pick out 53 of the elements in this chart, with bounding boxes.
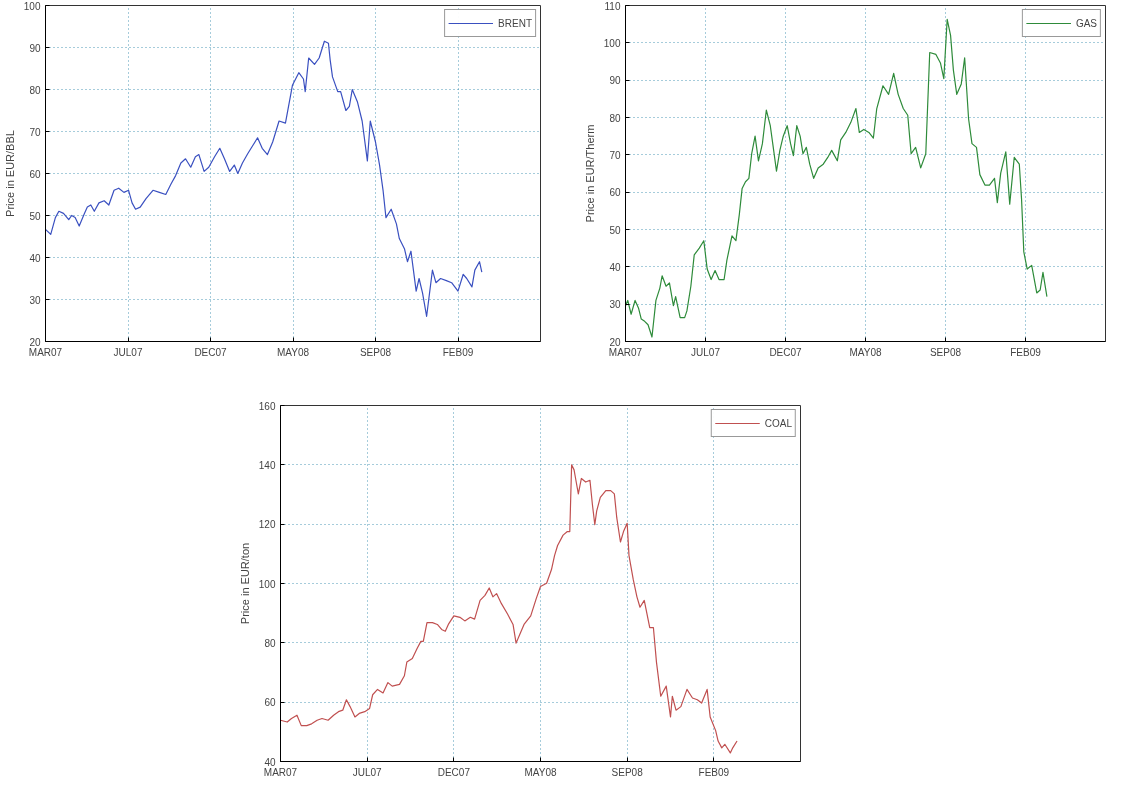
x-tick-label: SEP08 [611,766,644,778]
y-axis-title: Price in EUR/ton [238,542,251,625]
y-tick-label: 70 [29,126,41,138]
legend-label: GAS [1075,17,1097,29]
x-tick-label: JUL07 [113,346,143,358]
x-tick-label: FEB09 [1010,346,1042,358]
y-tick-label: 100 [603,37,621,49]
x-tick-label: MAY08 [276,346,310,358]
x-tick-label: MAY08 [524,766,557,778]
x-tick-label: JUL07 [352,766,383,778]
y-tick-label: 140 [258,459,276,471]
y-axis-title: Price in EUR/BBL [3,130,16,217]
x-tick-label: SEP08 [929,346,962,358]
y-tick-label: 80 [609,112,621,124]
y-tick-label: 110 [604,0,621,12]
x-tick-label: JUL07 [691,346,721,358]
x-tick-label: DEC07 [437,766,471,778]
legend-label: BRENT [498,17,532,29]
x-tick-label: DEC07 [769,346,803,358]
x-tick-label: MAR07 [608,346,643,358]
y-tick-label: 60 [29,168,41,180]
y-tick-label: 40 [609,261,621,273]
y-tick-label: 90 [609,75,621,87]
y-tick-label: 50 [29,210,41,222]
x-tick-label: DEC07 [194,346,228,358]
x-tick-label: FEB09 [442,346,474,358]
x-tick-label: MAR07 [28,346,63,358]
y-tick-label: 20 [609,336,621,348]
y-tick-label: 80 [29,84,41,96]
y-tick-label: 40 [264,756,276,768]
y-tick-label: 70 [609,149,621,161]
y-tick-label: 20 [29,336,41,348]
y-tick-label: 80 [264,637,276,649]
y-tick-label: 100 [23,0,41,12]
x-tick-label: SEP08 [359,346,392,358]
y-tick-label: 30 [29,294,41,306]
y-axis-title: Price in EUR/Therm [583,124,596,223]
x-tick-label: MAR07 [263,766,298,778]
line-series [280,464,738,754]
line-series [625,18,1048,338]
y-tick-label: 100 [258,578,276,590]
line-series [45,40,483,317]
legend-label: COAL [764,417,792,429]
y-tick-label: 90 [29,42,41,54]
y-tick-label: 160 [258,400,276,412]
y-tick-label: 50 [609,224,621,236]
x-tick-label: MAY08 [849,346,882,358]
y-tick-label: 30 [609,299,621,311]
y-tick-label: 120 [258,519,276,531]
x-tick-label: FEB09 [698,766,730,778]
y-tick-label: 60 [264,697,276,709]
y-tick-label: 40 [29,252,41,264]
y-tick-label: 60 [609,187,621,199]
